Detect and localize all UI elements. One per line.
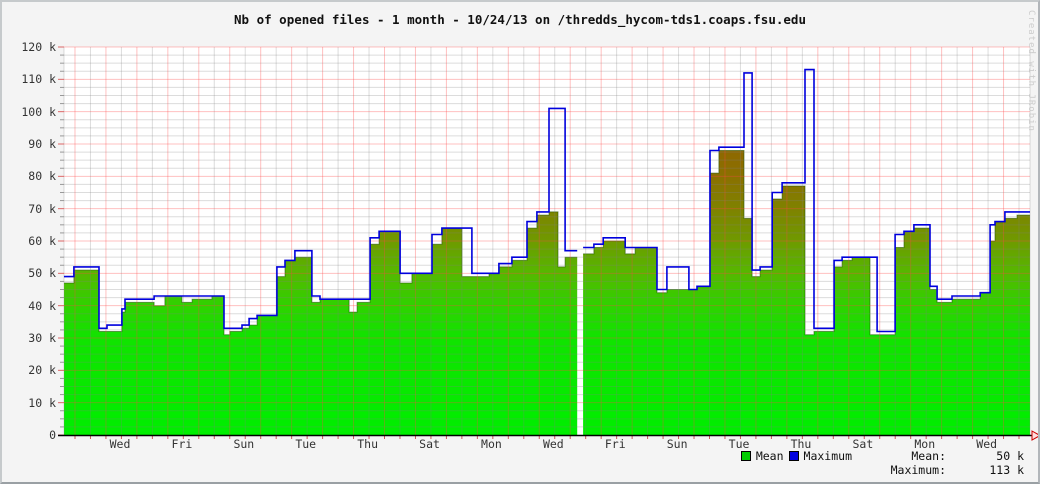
y-axis-tick-label: 50 k bbox=[28, 266, 56, 281]
mean-summary-label: Mean: bbox=[911, 449, 946, 463]
legend-maximum-label: Maximum bbox=[803, 449, 852, 463]
mean-summary-value: 50 k bbox=[996, 449, 1024, 463]
maximum-summary-label: Maximum: bbox=[890, 463, 946, 477]
mean-swatch-icon bbox=[740, 451, 751, 461]
x-axis-tick-label: Sun bbox=[666, 437, 688, 451]
legend-swatches: Mean Maximum bbox=[740, 449, 858, 463]
x-axis-tick-label: Thu bbox=[357, 437, 379, 451]
x-axis-tick-label: Fri bbox=[171, 437, 193, 451]
x-axis-tick-label: Wed bbox=[976, 437, 998, 451]
y-axis-tick-label: 100 k bbox=[21, 104, 56, 119]
x-axis-tick-label: Fri bbox=[604, 437, 626, 451]
y-axis-tick-label: 70 k bbox=[28, 201, 56, 216]
y-axis-tick-label: 60 k bbox=[28, 234, 56, 248]
y-axis-tick-label: 110 k bbox=[21, 72, 56, 87]
y-axis-tick-label: 90 k bbox=[28, 137, 56, 151]
maximum-swatch-icon bbox=[788, 451, 799, 461]
x-axis-tick-label: Wed bbox=[109, 437, 131, 451]
y-axis-tick-label: 0 bbox=[49, 428, 56, 442]
x-axis-tick-label: Sat bbox=[852, 437, 874, 451]
x-axis-tick-label: Tue bbox=[728, 437, 750, 451]
legend-mean-label: Mean bbox=[755, 449, 784, 463]
x-axis-tick-label: Mon bbox=[914, 437, 936, 451]
y-axis-tick-label: 80 k bbox=[28, 169, 56, 184]
y-axis-tick-label: 10 k bbox=[28, 395, 56, 410]
x-axis-tick-label: Mon bbox=[481, 437, 502, 451]
y-axis-tick-label: 30 k bbox=[28, 331, 56, 345]
y-axis-tick-label: 20 k bbox=[28, 363, 56, 378]
x-axis-tick-label: Thu bbox=[790, 437, 812, 451]
x-axis-tick-label: Wed bbox=[542, 437, 564, 451]
x-axis-tick-label: Sun bbox=[233, 437, 255, 451]
chart-legend: Mean Maximum Mean: 50 k Maximum: 113 k bbox=[740, 449, 1024, 477]
chart-title: Nb of opened files - 1 month - 10/24/13 … bbox=[234, 12, 806, 27]
x-axis-tick-label: Sat bbox=[419, 437, 440, 451]
y-axis-tick-label: 120 k bbox=[21, 40, 56, 54]
watermark-text: Created with JRobin bbox=[1026, 10, 1036, 132]
y-axis-tick-label: 40 k bbox=[28, 298, 56, 313]
maximum-summary-value: 113 k bbox=[989, 463, 1024, 477]
x-axis-tick-label: Tue bbox=[295, 437, 317, 451]
